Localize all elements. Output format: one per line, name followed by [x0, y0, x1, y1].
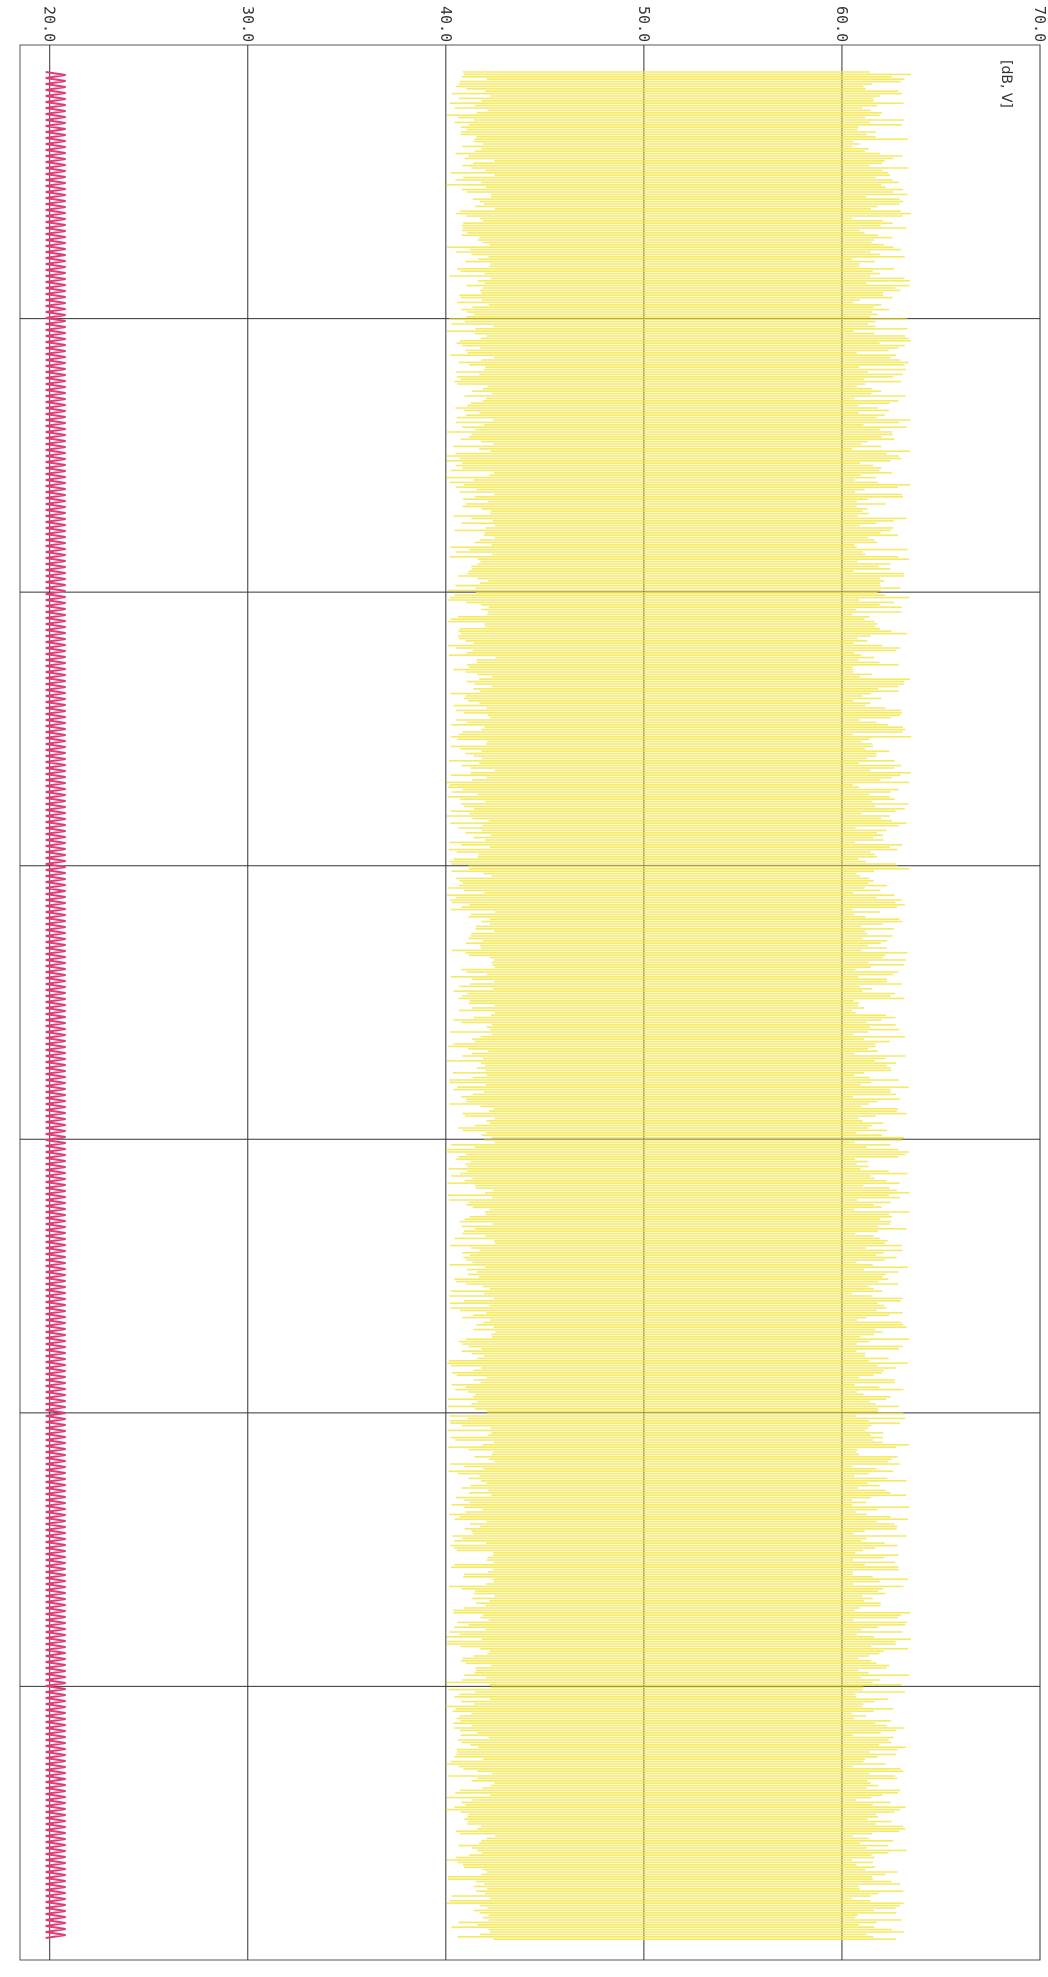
series-oscillation [45, 71, 66, 1939]
tick-label: 30.0 [239, 6, 257, 42]
tick-label: 40.0 [437, 6, 455, 42]
y-tick-labels: 20.0 30.0 40.0 50.0 60.0 70.0 [41, 6, 1048, 42]
tick-label: 60.0 [833, 6, 851, 42]
unit-label: [dB, V] [998, 60, 1014, 108]
tick-label: 70.0 [1031, 6, 1048, 42]
tick-label: 20.0 [41, 6, 59, 42]
series-band [445, 71, 912, 1940]
band-strokes [445, 71, 912, 1940]
tick-label: 50.0 [635, 6, 653, 42]
